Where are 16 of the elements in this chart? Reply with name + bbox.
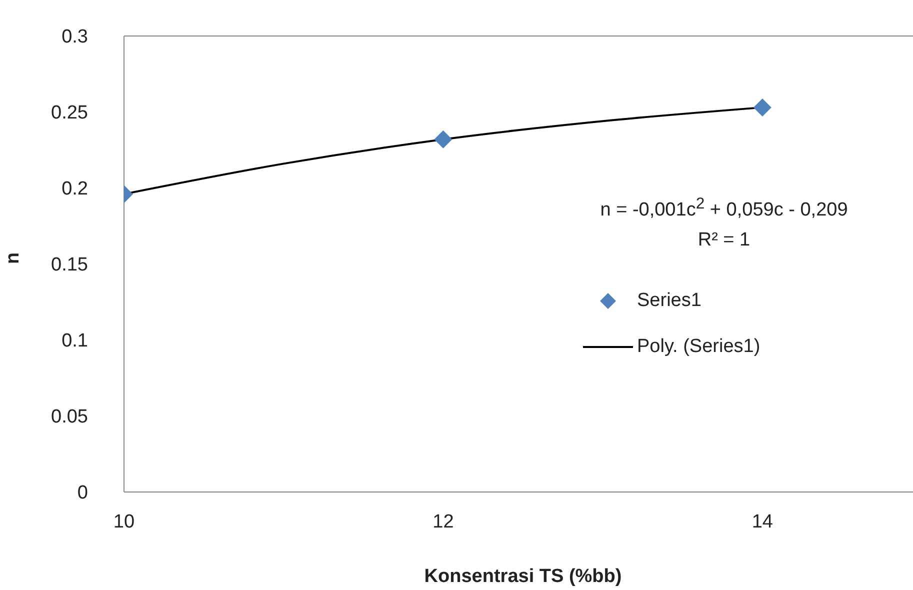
y-tick-label: 0.05 xyxy=(51,406,88,428)
y-tick-label: 0 xyxy=(77,482,88,504)
y-tick-label: 0.25 xyxy=(51,102,88,124)
y-axis-title: n xyxy=(2,252,24,264)
y-tick-label: 0.3 xyxy=(62,26,88,48)
y-tick-label: 0.2 xyxy=(62,178,88,200)
x-tick-label: 10 xyxy=(113,511,135,532)
y-tick-label: 0.15 xyxy=(51,254,88,276)
legend-label: Poly. (Series1) xyxy=(637,336,760,358)
x-tick-label: 14 xyxy=(752,511,774,532)
annotation: R² = 1 xyxy=(698,230,750,250)
annotation: n = -0,001c$^{2}$ + 0,059c - 0,209 xyxy=(600,195,848,221)
x-tick-label: 12 xyxy=(432,511,454,532)
x-axis-title: Konsentrasi TS (%bb) xyxy=(424,566,622,587)
legend-label: Series1 xyxy=(637,290,702,312)
y-tick-label: 0.1 xyxy=(62,330,88,352)
